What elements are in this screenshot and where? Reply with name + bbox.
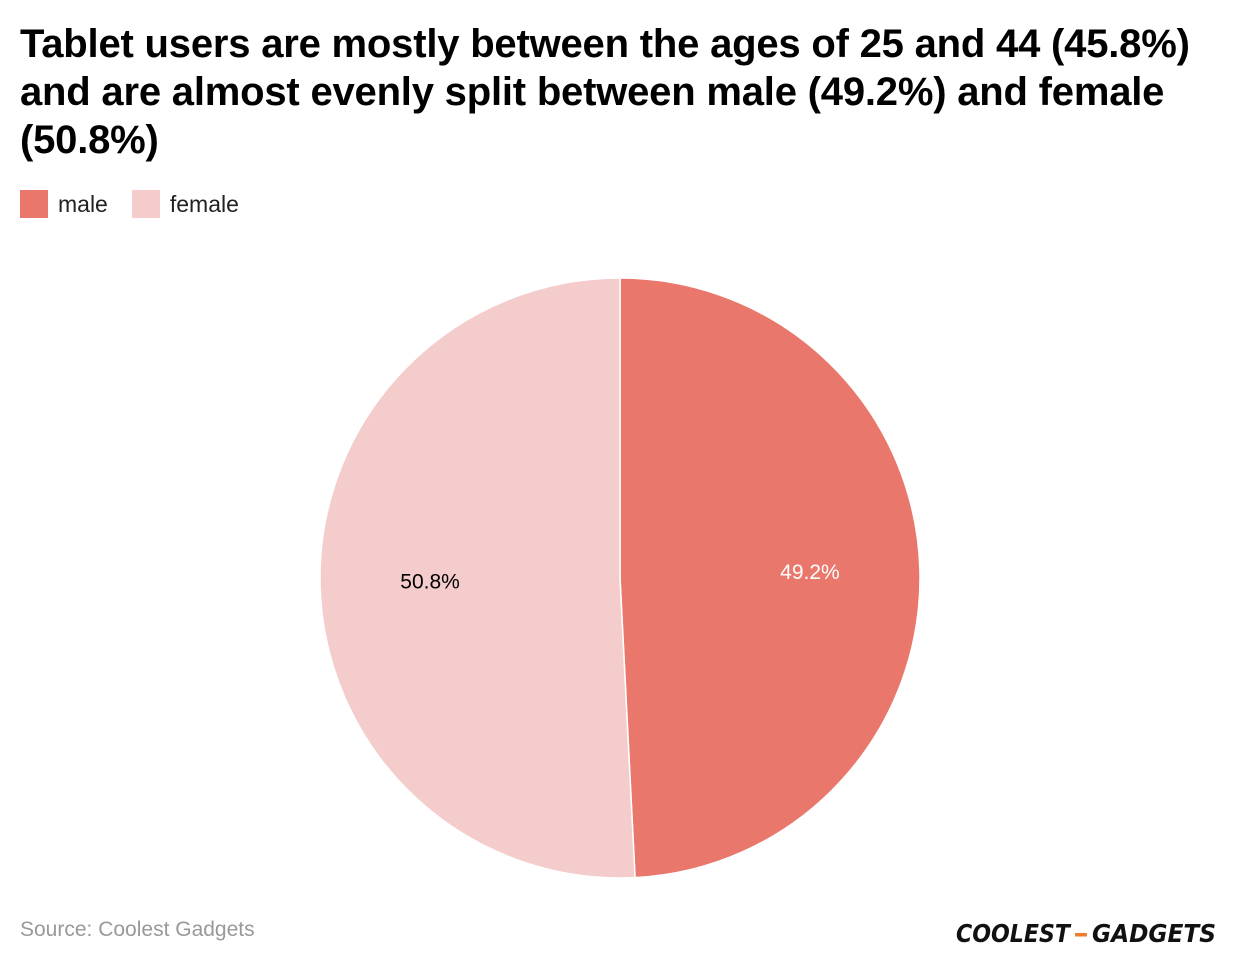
source-note: Source: Coolest Gadgets: [20, 918, 255, 941]
pie-label-male: 49.2%: [780, 561, 840, 584]
legend-swatch-male: [20, 190, 48, 218]
legend-swatch-female: [131, 190, 160, 218]
pie-slice-male[interactable]: [619, 277, 921, 879]
pie-slice-female[interactable]: [319, 277, 636, 879]
legend-label-female: female: [169, 190, 239, 217]
logo-text-right: GADGETS: [1092, 919, 1216, 948]
legend: male female: [20, 190, 239, 218]
logo-text-left: COOLEST: [956, 919, 1072, 948]
logo-separator: -: [1073, 919, 1089, 948]
pie-label-female: 50.8%: [400, 570, 460, 593]
chart-title: Tablet users are mostly between the ages…: [20, 22, 1190, 162]
coolest-gadgets-logo: COOLEST - GADGETS: [956, 919, 1216, 948]
legend-item-female[interactable]: female: [131, 190, 239, 218]
legend-label-male: male: [58, 190, 108, 217]
legend-item-male[interactable]: male: [20, 190, 108, 218]
